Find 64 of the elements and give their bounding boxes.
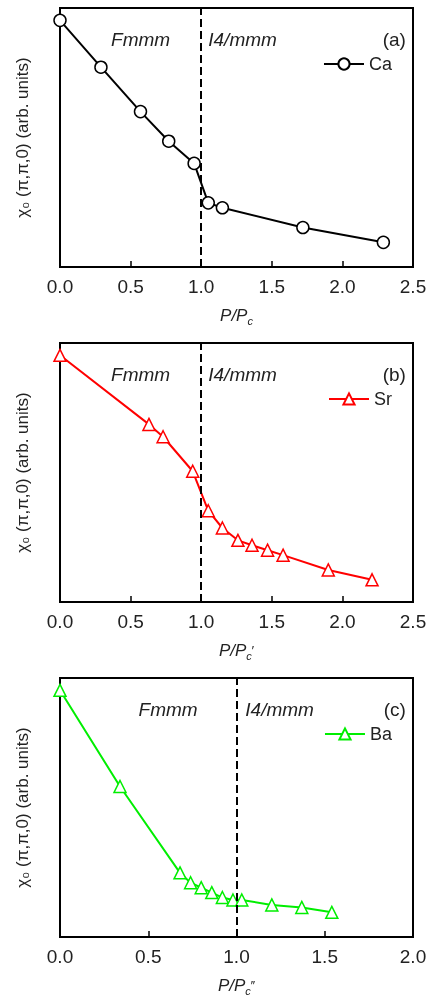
point: [265, 898, 279, 912]
x-tick-label: 1.0: [223, 946, 250, 967]
point: [235, 893, 249, 907]
point: [156, 429, 170, 444]
y-axis-title: χ₀ (π,π,0) (arb. units): [12, 727, 32, 888]
x-tick-label: 0.5: [117, 276, 144, 297]
point: [53, 683, 67, 698]
annotation: I4/mmm: [208, 364, 277, 385]
point: [260, 543, 275, 557]
annotation: Fmmm: [111, 29, 171, 50]
point: [142, 417, 156, 432]
annotation: Fmmm: [111, 364, 171, 385]
legend-label: Sr: [374, 389, 393, 409]
legend-label: Ca: [368, 54, 393, 74]
annotation: I4/mmm: [208, 29, 277, 50]
point: [53, 348, 67, 363]
annotation: (c): [383, 699, 406, 720]
point: [296, 220, 310, 235]
x-tick-label: 2.5: [399, 611, 427, 632]
annotation: (a): [382, 29, 406, 50]
x-tick-label: 1.0: [187, 611, 215, 632]
point: [94, 60, 108, 74]
point: [133, 104, 148, 119]
x-tick-label: 1.5: [258, 276, 286, 297]
point: [215, 521, 230, 535]
x-tick-label: 2.0: [329, 276, 356, 297]
annotation: Fmmm: [138, 699, 198, 720]
point: [161, 134, 176, 148]
point: [113, 779, 127, 794]
point: [215, 201, 230, 215]
x-tick-label: 1.5: [258, 611, 286, 632]
x-tick-label: 0.5: [117, 611, 144, 632]
point: [321, 563, 336, 577]
point: [185, 464, 200, 479]
point: [295, 900, 309, 915]
point: [201, 503, 216, 518]
point: [376, 235, 391, 250]
point: [53, 13, 67, 28]
x-tick-label: 2.0: [329, 611, 356, 632]
point: [194, 880, 208, 895]
point: [187, 156, 201, 171]
point: [205, 885, 219, 900]
y-axis-title: χ₀ (π,π,0) (arb. units): [12, 57, 32, 218]
x-tick-label: 1.0: [187, 276, 215, 297]
x-tick-label: 0.0: [46, 946, 74, 967]
x-tick-label: 0.0: [46, 611, 74, 632]
annotation: (b): [382, 364, 406, 385]
point: [201, 196, 216, 210]
point: [245, 538, 259, 553]
point: [183, 875, 198, 890]
annotation: I4/mmm: [245, 699, 314, 720]
point: [231, 533, 245, 548]
x-tick-label: 2.0: [399, 946, 427, 967]
y-axis-title: χ₀ (π,π,0) (arb. units): [12, 392, 32, 553]
x-tick-label: 1.5: [311, 946, 338, 967]
point: [173, 866, 187, 880]
point: [325, 905, 339, 920]
legend-label: Ba: [369, 724, 393, 744]
x-tick-label: 2.5: [399, 276, 427, 297]
x-tick-label: 0.0: [46, 276, 74, 297]
point: [276, 548, 290, 562]
x-tick-label: 0.5: [135, 946, 162, 967]
point: [365, 573, 379, 587]
point: [215, 890, 230, 905]
